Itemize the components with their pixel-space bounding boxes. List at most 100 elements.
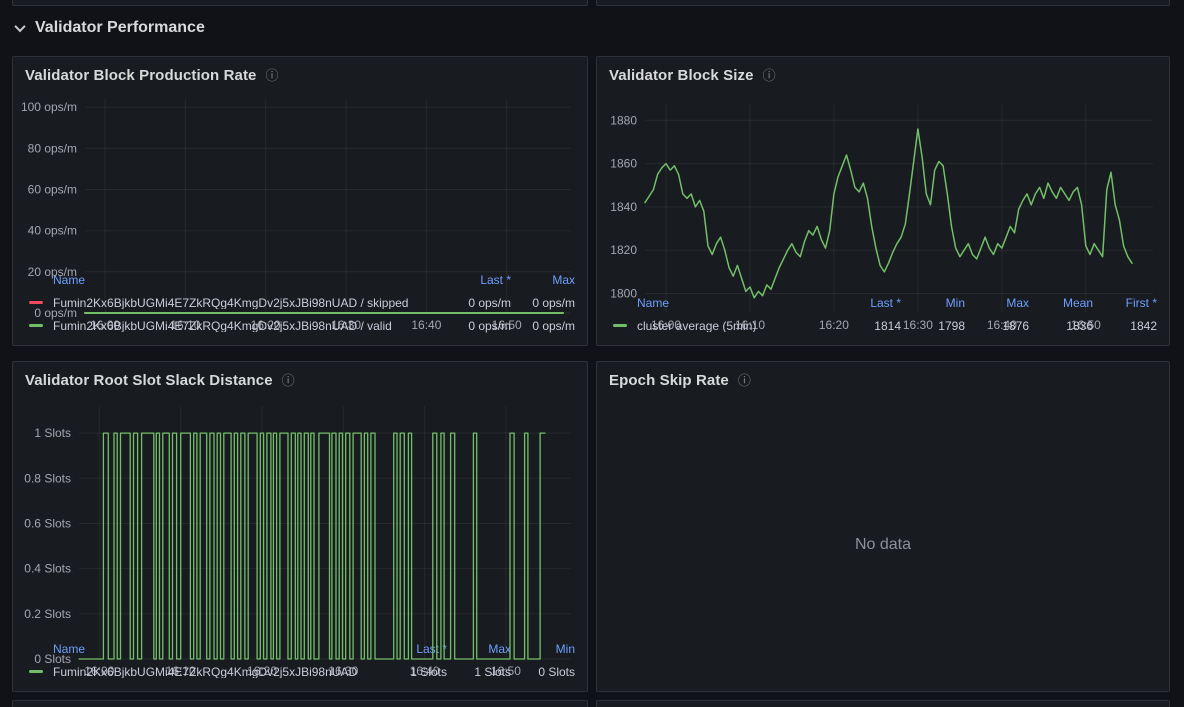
panel-validator-block-production-rate: Validator Block Production Rate ⓘ 0 ops/… [12,56,588,346]
svg-text:16:30: 16:30 [328,664,358,678]
legend-table: Name Last * Max Min Fumin2Kx6BjkbUGMi4E7ZkRQ… [13,635,587,691]
legend-row: Fumin2Kx6BjkbUGMi4E7ZkRQg4KmgDv2j5xJBi98… [29,314,575,337]
section-title: Validator Performance [35,19,205,36]
legend-value: 0 ops/m [532,295,575,310]
svg-text:16:50: 16:50 [1071,318,1101,332]
legend-value: 0 ops/m [532,318,575,333]
panel-header[interactable]: Validator Block Production Rate ⓘ [13,57,587,93]
svg-text:16:10: 16:10 [170,318,200,332]
panel-title: Validator Block Production Rate [25,66,257,84]
svg-text:1860: 1860 [610,157,637,171]
legend-sort-column[interactable]: Min [945,295,965,310]
legend-value: 1842 [1130,318,1157,333]
legend-sort-name[interactable]: Name [53,642,86,655]
panel-epoch-skip-rate: Epoch Skip Rate ⓘ No data [596,361,1170,692]
legend-sort-column[interactable]: First * [1125,295,1157,310]
legend-table: Name Last * Min Max Mean First * cluster avera… [597,289,1169,345]
svg-text:16:30: 16:30 [903,318,933,332]
legend-sort-column[interactable]: Last * [870,295,901,310]
legend-sort-name[interactable]: Name [637,296,670,309]
chevron-down-icon [14,20,26,33]
legend-header-row: Name Last * Max [29,268,575,291]
legend-value: 1 Slots [474,664,511,679]
legend-sort-column[interactable]: Last * [480,272,511,287]
legend-sort-column[interactable]: Max [1006,295,1029,310]
time-series-chart[interactable]: 0 Slots 0.2 Slots 0.4 Slots 0.6 Slots 0.8 Sl… [21,398,579,678]
svg-text:1880: 1880 [610,113,637,127]
no-data-message: No data [854,535,912,553]
legend-value: 0 ops/m [468,295,511,310]
legend-sort-column[interactable]: Min [555,641,575,656]
chart-svg: 0 ops/m 20 ops/m 40 ops/m 60 ops/m 80 ops/m 1… [21,99,571,332]
svg-text:100 ops/m: 100 ops/m [21,100,77,114]
panel-validator-block-size: Validator Block Size ⓘ 1800 1820 1840 1860 1… [596,56,1170,346]
partial-panel-bottom-right [596,700,1170,707]
partial-panel-top-right [596,0,1170,6]
panel-header[interactable]: Epoch Skip Rate ⓘ [597,362,1169,398]
svg-text:60 ops/m: 60 ops/m [28,183,77,197]
series-color-swatch [613,324,627,327]
legend-sort-column[interactable]: Last * [416,641,447,656]
legend-header-row: Name Last * Max Min [29,637,575,660]
svg-text:16:30: 16:30 [331,318,361,332]
svg-text:0 ops/m: 0 ops/m [34,306,77,320]
chart-svg: 0 Slots 0.2 Slots 0.4 Slots 0.6 Slots 0.8 Sl… [24,406,571,678]
svg-text:16:00: 16:00 [651,318,681,332]
section-row-validator-performance[interactable]: Validator Performance [14,19,205,37]
panel-validator-root-slot-slack-distance: Validator Root Slot Slack Distance ⓘ 0 S… [12,361,588,692]
svg-text:16:40: 16:40 [411,318,441,332]
legend-value: 1836 [1066,318,1093,333]
series-color-swatch [29,670,43,673]
panel-title: Validator Block Size [609,66,754,84]
legend-row: Fumin2Kx6BjkbUGMi4E7ZkRQg4KmgDv2j5xJBi98… [29,660,575,683]
svg-text:20 ops/m: 20 ops/m [28,265,77,279]
svg-text:0.8 Slots: 0.8 Slots [24,471,71,485]
svg-text:16:50: 16:50 [492,318,522,332]
svg-text:1840: 1840 [610,200,637,214]
info-icon[interactable]: ⓘ [281,372,295,388]
time-series-chart[interactable]: 1800 1820 1840 1860 1880 16:00 16:10 16:20 16:30… [605,93,1161,332]
time-series-chart[interactable]: 0 ops/m 20 ops/m 40 ops/m 60 ops/m 80 ops/m 1… [21,93,579,332]
panel-title: Epoch Skip Rate [609,371,729,389]
svg-text:16:20: 16:20 [251,318,281,332]
partial-panel-bottom-left [12,700,588,707]
info-icon[interactable]: ⓘ [737,372,751,388]
svg-text:0.2 Slots: 0.2 Slots [24,607,71,621]
svg-text:16:10: 16:10 [166,664,196,678]
svg-text:16:50: 16:50 [491,664,521,678]
svg-text:16:20: 16:20 [819,318,849,332]
series-color-swatch [29,301,43,304]
svg-text:1 Slots: 1 Slots [34,426,71,440]
legend-value: 1814 [874,318,901,333]
legend-value: 0 Slots [538,664,575,679]
legend-value: 1 Slots [410,664,447,679]
panel-title: Validator Root Slot Slack Distance [25,371,273,389]
info-icon[interactable]: ⓘ [265,67,279,83]
svg-text:16:40: 16:40 [987,318,1017,332]
svg-text:80 ops/m: 80 ops/m [28,141,77,155]
legend-row: cluster average (5min) 1814 1798 1876 1836 18… [613,314,1157,337]
svg-text:0.4 Slots: 0.4 Slots [24,562,71,576]
legend-value: 0 ops/m [468,318,511,333]
series-color-swatch [29,324,43,327]
legend-table: Name Last * Max Fumin2Kx6BjkbUGMi4E7ZkRQg4K… [13,266,587,345]
svg-text:16:00: 16:00 [84,664,114,678]
legend-value: 1876 [1002,318,1029,333]
partial-panel-top-left [12,0,588,6]
svg-text:40 ops/m: 40 ops/m [28,224,77,238]
svg-text:16:00: 16:00 [90,318,120,332]
svg-text:0 Slots: 0 Slots [34,652,71,666]
svg-text:1800: 1800 [610,287,637,301]
svg-text:16:20: 16:20 [247,664,277,678]
legend-sort-column[interactable]: Mean [1062,295,1093,310]
legend-sort-column[interactable]: Max [552,272,575,287]
legend-sort-name[interactable]: Name [53,273,86,286]
svg-text:16:10: 16:10 [735,318,765,332]
svg-text:16:40: 16:40 [410,664,440,678]
legend-row: Fumin2Kx6BjkbUGMi4E7ZkRQg4KmgDv2j5xJBi98… [29,291,575,314]
info-icon[interactable]: ⓘ [762,67,776,83]
panel-header[interactable]: Validator Root Slot Slack Distance ⓘ [13,362,587,398]
legend-sort-column[interactable]: Max [488,641,511,656]
panel-header[interactable]: Validator Block Size ⓘ [597,57,1169,93]
legend-header-row: Name Last * Min Max Mean First * [613,291,1157,314]
